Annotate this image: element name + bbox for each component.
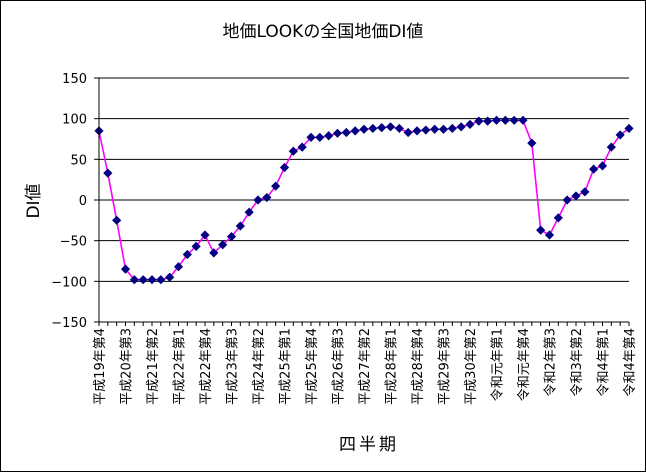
data-point <box>359 124 369 134</box>
data-series <box>94 115 634 285</box>
x-tick-label: 平成30年第2 <box>464 328 479 405</box>
grid-lines <box>99 77 629 282</box>
data-point <box>597 161 608 171</box>
data-point <box>173 262 184 272</box>
data-point <box>120 264 131 274</box>
x-tick-label: 平成24年第2 <box>252 328 267 405</box>
data-point <box>191 241 201 251</box>
x-tick-label: 平成22年第4 <box>199 328 214 405</box>
x-tick-label: 令和2年第3 <box>544 328 559 397</box>
data-point <box>509 115 519 125</box>
data-point <box>235 221 245 231</box>
data-point <box>527 138 537 148</box>
x-tick-label: 平成25年第1 <box>279 328 294 405</box>
data-point <box>288 146 298 156</box>
data-point <box>324 131 334 141</box>
x-tick-label: 令和3年第2 <box>570 328 585 397</box>
x-tick-label: 平成19年第4 <box>93 328 108 405</box>
y-axis-ticks: 150 100 50 0 −50 −100 −150 <box>51 72 99 331</box>
y-tick-label: 0 <box>79 194 87 209</box>
data-point <box>394 123 404 134</box>
x-tick-label: 令和元年第4 <box>517 328 532 401</box>
y-tick-label: 100 <box>62 113 87 128</box>
data-point <box>491 115 502 125</box>
data-point <box>350 126 360 136</box>
data-point <box>315 132 325 142</box>
data-point <box>262 192 272 203</box>
chart-title: 地価LOOKの全国地価DI値 <box>223 22 424 42</box>
data-point <box>385 122 396 132</box>
data-point <box>253 195 263 205</box>
data-point <box>589 164 599 174</box>
data-point <box>615 130 625 140</box>
data-point <box>403 127 413 138</box>
data-point <box>332 128 343 138</box>
data-point <box>244 207 254 217</box>
data-point <box>518 115 528 125</box>
y-tick-label: 150 <box>62 72 87 87</box>
data-point <box>377 123 387 133</box>
x-tick-label: 平成20年第3 <box>120 328 135 405</box>
data-point <box>209 248 219 258</box>
data-point <box>279 162 290 173</box>
data-point <box>562 195 572 205</box>
data-point <box>465 119 475 129</box>
data-point <box>218 240 228 250</box>
x-tick-label: 平成22年第1 <box>173 328 188 405</box>
data-point <box>341 127 351 138</box>
axes <box>98 78 629 323</box>
data-point <box>544 230 555 240</box>
y-axis-title: DI値 <box>24 183 44 218</box>
x-tick-label: 令和元年第1 <box>491 328 506 401</box>
data-point <box>571 191 581 201</box>
data-point <box>368 123 378 134</box>
x-axis-title: 四半期 <box>339 435 399 455</box>
data-point <box>421 125 431 135</box>
y-tick-label: −150 <box>51 316 87 331</box>
data-point <box>536 225 546 235</box>
data-point <box>147 275 157 285</box>
data-point <box>112 215 122 225</box>
data-point <box>430 124 440 134</box>
data-point <box>165 272 175 282</box>
data-point <box>553 213 563 223</box>
data-point <box>456 122 466 132</box>
data-point <box>226 232 237 242</box>
data-point <box>297 142 307 152</box>
data-point <box>483 116 493 126</box>
data-point <box>500 115 510 125</box>
data-point <box>438 124 449 134</box>
data-point <box>412 126 422 136</box>
data-point <box>306 132 316 142</box>
data-point <box>474 116 484 126</box>
y-tick-label: −100 <box>51 275 87 290</box>
x-axis-ticks: 平成19年第4 平成20年第3 平成21年第2 平成22年第1 平成22年第4 平成23年… <box>93 322 638 405</box>
x-tick-label: 平成28年第4 <box>411 328 426 405</box>
x-tick-label: 平成21年第2 <box>146 328 161 405</box>
data-point <box>271 181 281 191</box>
data-point <box>129 275 139 285</box>
data-point <box>606 142 616 152</box>
data-point <box>103 168 113 178</box>
x-tick-label: 令和4年第1 <box>597 328 612 397</box>
x-tick-label: 平成27年第2 <box>358 328 373 405</box>
data-point <box>447 123 457 134</box>
x-tick-label: 平成28年第1 <box>385 328 400 405</box>
x-tick-label: 平成25年第4 <box>305 328 320 405</box>
y-tick-label: 50 <box>70 153 87 168</box>
x-tick-label: 令和4年第4 <box>623 328 638 397</box>
data-point <box>580 187 590 197</box>
y-tick-label: −50 <box>60 235 87 250</box>
x-tick-label: 平成29年第3 <box>438 328 453 405</box>
data-point <box>200 230 210 240</box>
data-point <box>624 123 634 134</box>
data-point <box>156 275 166 285</box>
x-tick-label: 平成23年第3 <box>226 328 241 405</box>
x-tick-label: 平成26年第3 <box>332 328 347 405</box>
data-point <box>138 275 148 285</box>
